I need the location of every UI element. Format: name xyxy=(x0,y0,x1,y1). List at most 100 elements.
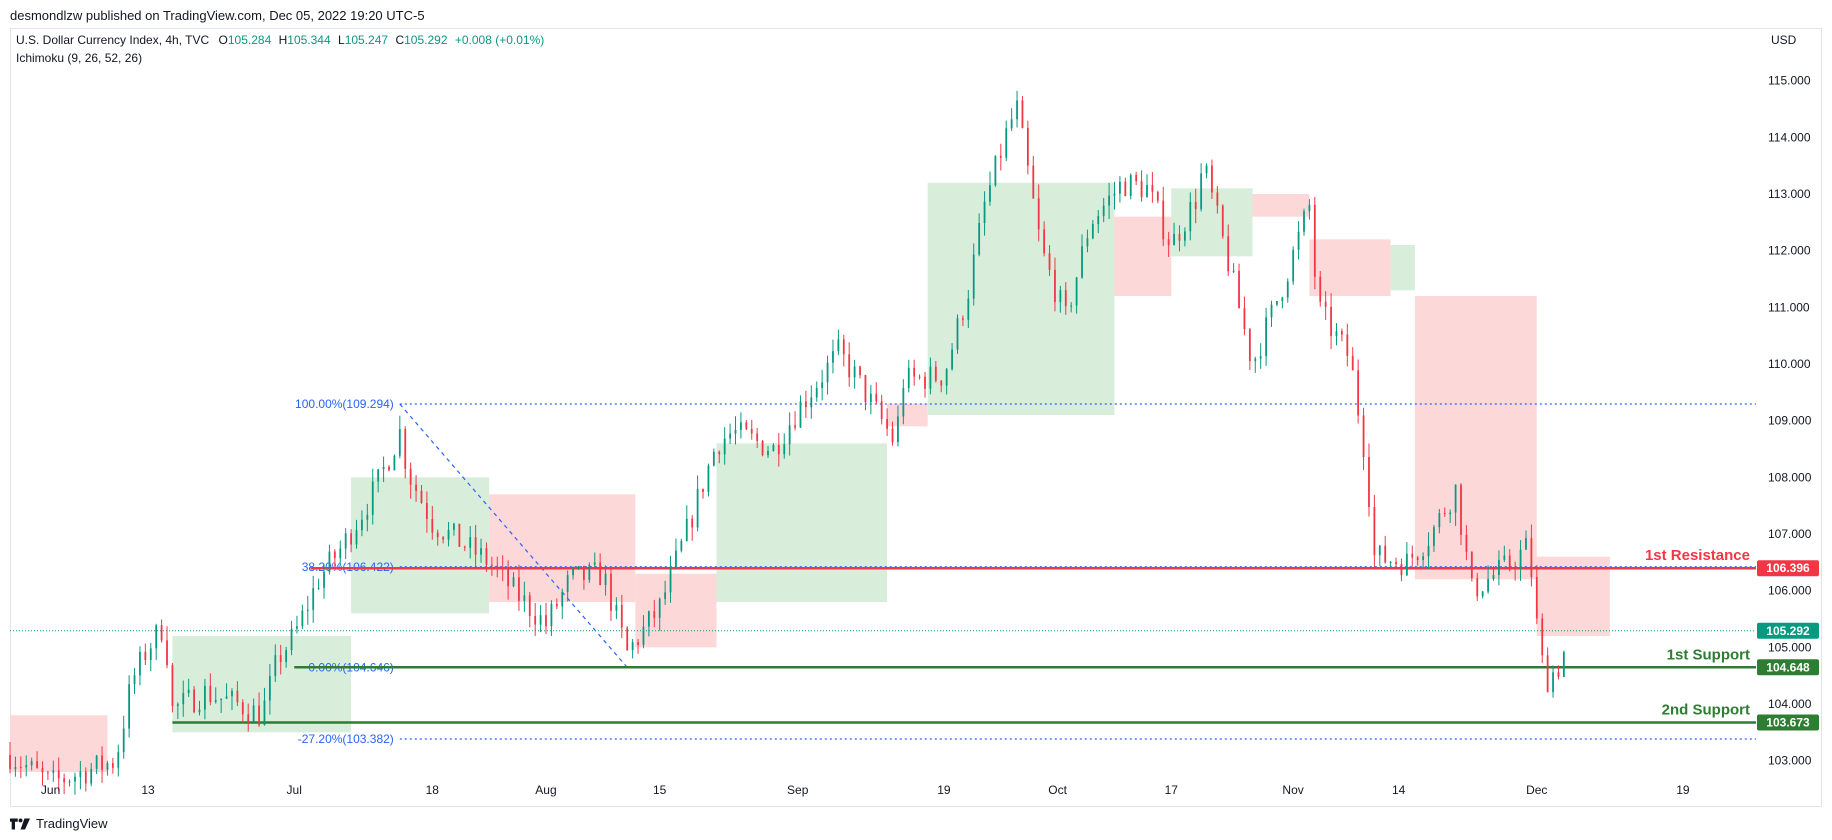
candle-body xyxy=(907,367,910,388)
candle-body xyxy=(333,551,336,559)
candle-body xyxy=(231,690,233,697)
candle-body xyxy=(1016,100,1018,120)
candle-body xyxy=(122,728,125,753)
candle-body xyxy=(1064,290,1067,307)
candle-body xyxy=(139,651,141,676)
candle-body xyxy=(1297,231,1300,250)
indicator-legend[interactable]: Ichimoku (9, 26, 52, 26) xyxy=(16,51,143,65)
x-tick-label: Jul xyxy=(287,783,302,797)
candle-body xyxy=(913,367,916,377)
candle-body xyxy=(1427,545,1430,557)
x-tick-label: Jun xyxy=(41,783,60,797)
x-tick-label: 19 xyxy=(937,783,951,797)
candle-body xyxy=(1411,553,1414,558)
candle-body xyxy=(967,298,970,320)
candle-body xyxy=(1541,618,1544,656)
candle-body xyxy=(626,627,629,651)
candle-body xyxy=(133,675,136,685)
candle-body xyxy=(999,155,1002,158)
ichimoku-cloud xyxy=(10,182,1610,772)
candle-body xyxy=(983,201,986,224)
candle-body xyxy=(149,648,152,661)
candle-body xyxy=(1189,201,1192,232)
time-axis: Jun 13 Jul 18 Aug 15 Sep 19 Oct 17 Nov 14 Dec 19 xyxy=(41,783,1690,797)
candle-body xyxy=(507,567,510,587)
candle-body xyxy=(588,564,591,580)
candle-body xyxy=(745,422,748,430)
candle-body xyxy=(182,693,185,705)
candle-body xyxy=(658,598,661,618)
candle-body xyxy=(339,548,342,559)
level-price-tag xyxy=(1757,560,1819,577)
candle-body xyxy=(740,422,742,430)
candle-body xyxy=(1433,527,1435,546)
candle-body xyxy=(1546,655,1549,693)
candle-body xyxy=(1032,165,1035,199)
candle-body xyxy=(1124,181,1127,196)
candle-body xyxy=(1357,370,1360,416)
footer[interactable]: TradingView xyxy=(10,816,108,831)
horizontal-levels: 1st Resistance 1st Support 2nd Support xyxy=(10,547,1756,724)
candle-body xyxy=(106,763,109,770)
candle-body xyxy=(128,684,131,729)
candle-body xyxy=(572,568,574,576)
low-value: 105.247 xyxy=(344,33,389,47)
candle-body xyxy=(691,518,694,528)
candle-body xyxy=(1140,181,1143,198)
y-tick-label: 106.000 xyxy=(1768,584,1812,598)
cloud-segment-bullish xyxy=(927,182,1115,415)
x-tick-label: Sep xyxy=(787,783,809,797)
candle-body xyxy=(1335,331,1338,337)
candle-body xyxy=(1308,204,1311,212)
y-tick-label: 109.000 xyxy=(1768,414,1812,428)
candle-body xyxy=(1200,173,1203,210)
candle-body xyxy=(1449,512,1452,515)
candle-body xyxy=(1557,672,1560,677)
candle-body xyxy=(702,488,704,492)
candle-body xyxy=(382,466,385,470)
candle-body xyxy=(198,709,201,713)
symbol-legend[interactable]: U.S. Dollar Currency Index, 4h, TVC O105… xyxy=(16,33,544,47)
candle-body xyxy=(512,577,515,587)
candle-body xyxy=(166,640,168,666)
candle-body xyxy=(1026,127,1029,166)
candle-body xyxy=(25,765,28,768)
x-tick-label: 19 xyxy=(1676,783,1690,797)
candle-body xyxy=(989,185,991,202)
last-price-tag-text: 105.292 xyxy=(1766,624,1810,638)
candle-body xyxy=(14,766,17,770)
candle-body xyxy=(1167,239,1170,246)
candle-body xyxy=(1422,556,1425,560)
candle-body xyxy=(1400,564,1403,576)
candle-body xyxy=(176,704,179,706)
candle-body xyxy=(1238,270,1240,309)
candle-body xyxy=(1075,277,1078,306)
candle-body xyxy=(1135,174,1138,182)
candle-body xyxy=(842,339,845,355)
candle-body xyxy=(209,685,212,702)
candle-body xyxy=(729,433,731,439)
candle-body xyxy=(848,354,851,378)
candle-body xyxy=(312,588,315,610)
candle-body xyxy=(962,318,964,320)
candle-body xyxy=(712,451,715,466)
candle-body xyxy=(539,615,542,625)
candle-body xyxy=(1470,551,1473,579)
candle-body xyxy=(610,573,612,611)
candle-body xyxy=(1270,304,1273,318)
candles xyxy=(9,90,1565,795)
candle-body xyxy=(810,397,813,408)
x-tick-label: 18 xyxy=(426,783,440,797)
candle-body xyxy=(1129,174,1132,196)
candle-body xyxy=(431,519,434,533)
candle-body xyxy=(252,705,255,722)
change-value: +0.008 (+0.01%) xyxy=(454,33,545,47)
candle-body xyxy=(832,351,834,363)
candle-body xyxy=(204,685,206,710)
candle-body xyxy=(902,387,905,417)
candle-body xyxy=(420,490,423,503)
candle-body xyxy=(95,755,98,769)
symbol-name[interactable]: U.S. Dollar Currency Index, 4h, TVC xyxy=(16,33,210,47)
candle-body xyxy=(220,698,223,701)
